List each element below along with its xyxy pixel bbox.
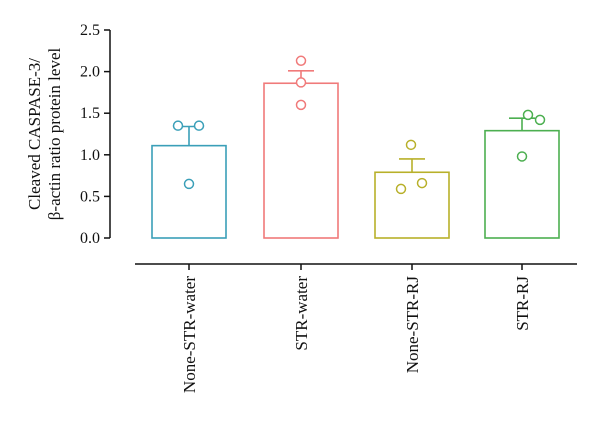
bar bbox=[374, 171, 450, 239]
y-axis: 0.0 0.5 1.0 1.5 2.0 2.5 bbox=[80, 22, 111, 247]
y-axis-title-line: Cleaved CASPASE-3/ bbox=[25, 58, 44, 210]
data-point bbox=[193, 120, 205, 131]
x-tick-label: None-STR-RJ bbox=[403, 276, 422, 374]
data-point bbox=[516, 151, 528, 162]
y-tick-label: 0.0 bbox=[80, 230, 100, 247]
x-tick-label: STR-RJ bbox=[513, 276, 532, 331]
data-point bbox=[183, 178, 195, 190]
y-tick-label: 2.0 bbox=[80, 64, 100, 81]
x-tick-label: STR-water bbox=[292, 276, 311, 351]
y-tick-label: 2.5 bbox=[80, 22, 100, 39]
data-point bbox=[395, 183, 407, 195]
bars bbox=[151, 55, 560, 239]
x-axis: None-STR-water STR-water None-STR-RJ STR-RJ bbox=[135, 263, 577, 393]
bar bbox=[484, 129, 560, 239]
data-point bbox=[295, 55, 307, 67]
data-point bbox=[522, 109, 534, 121]
data-point bbox=[295, 99, 307, 111]
y-tick-label: 0.5 bbox=[80, 188, 100, 205]
y-tick-label: 1.0 bbox=[80, 147, 100, 164]
data-point bbox=[534, 114, 546, 126]
bar bbox=[151, 144, 227, 239]
x-tick-label: None-STR-water bbox=[180, 276, 199, 393]
data-point bbox=[405, 139, 417, 151]
data-point bbox=[295, 77, 307, 88]
data-point bbox=[172, 120, 184, 131]
y-tick-label: 1.5 bbox=[80, 105, 100, 122]
data-point bbox=[416, 177, 428, 189]
y-axis-title: Cleaved CASPASE-3/β-actin ratio protein … bbox=[25, 48, 64, 221]
y-axis-title-line: β-actin ratio protein level bbox=[45, 48, 64, 221]
